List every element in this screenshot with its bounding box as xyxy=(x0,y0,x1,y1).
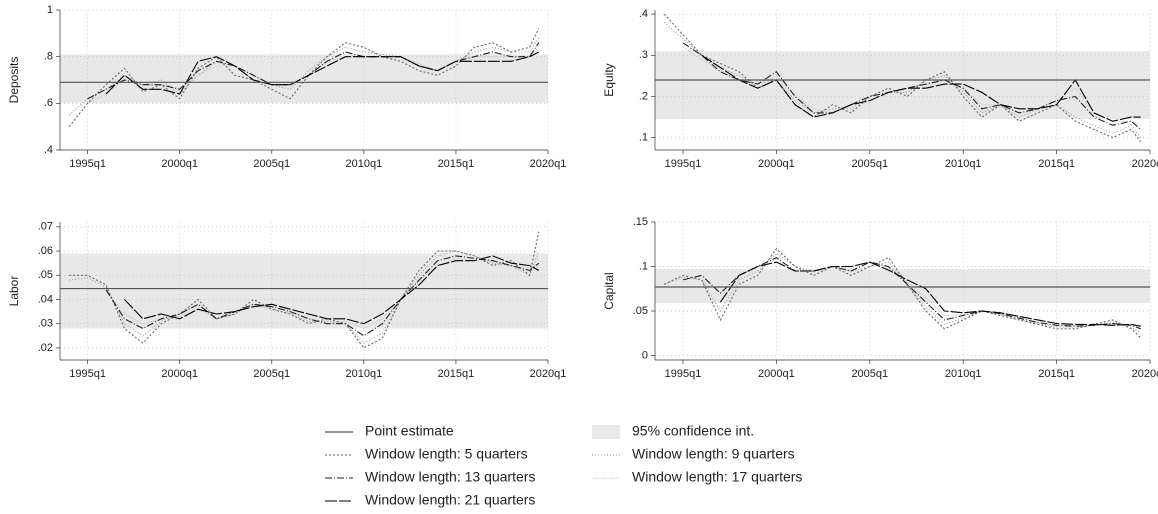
x-tick-label: 2005q1 xyxy=(253,158,290,170)
x-tick-label: 2000q1 xyxy=(161,368,198,380)
series-line xyxy=(105,255,540,337)
x-tick-label: 2005q1 xyxy=(253,368,290,380)
series-line xyxy=(105,51,540,95)
legend-swatch xyxy=(592,425,620,439)
y-tick-label: .07 xyxy=(38,221,53,233)
series-line xyxy=(664,247,1142,339)
y-tick-label: .3 xyxy=(639,49,648,61)
x-tick-label: 2000q1 xyxy=(758,368,795,380)
series-line xyxy=(682,256,1141,330)
y-axis-label: Labor xyxy=(7,276,21,307)
legend-label: Window length: 17 quarters xyxy=(632,469,802,485)
y-axis-label: Capital xyxy=(602,272,616,309)
legend-label: 95% confidence int. xyxy=(632,423,754,439)
x-tick-label: 2010q1 xyxy=(945,158,982,170)
y-tick-label: .04 xyxy=(38,293,53,305)
confidence-band xyxy=(60,253,548,329)
x-tick-label: 2015q1 xyxy=(438,368,475,380)
series-line xyxy=(68,28,540,128)
y-tick-label: 1 xyxy=(47,4,53,16)
confidence-band xyxy=(655,51,1150,120)
x-tick-label: 2020q1 xyxy=(1132,368,1158,380)
x-tick-label: 2015q1 xyxy=(1038,158,1075,170)
series-line xyxy=(124,255,540,325)
series-line xyxy=(663,13,1142,143)
y-tick-label: .1 xyxy=(639,132,648,144)
series-line xyxy=(719,261,1141,327)
x-tick-label: 2020q1 xyxy=(1132,158,1158,170)
x-tick-label: 1995q1 xyxy=(69,368,106,380)
x-tick-label: 2020q1 xyxy=(530,368,567,380)
y-tick-label: .05 xyxy=(38,269,53,281)
series-line xyxy=(663,21,1142,138)
y-tick-label: .06 xyxy=(38,245,53,257)
y-tick-label: .4 xyxy=(639,8,648,20)
x-tick-label: 1995q1 xyxy=(665,158,702,170)
x-tick-label: 2015q1 xyxy=(438,158,475,170)
y-tick-label: .05 xyxy=(633,305,648,317)
x-tick-label: 2005q1 xyxy=(851,158,888,170)
x-tick-label: 2010q1 xyxy=(345,158,382,170)
x-tick-label: 2000q1 xyxy=(758,158,795,170)
x-tick-label: 1995q1 xyxy=(69,158,106,170)
series-line xyxy=(664,252,1142,334)
y-tick-label: .15 xyxy=(633,216,648,228)
y-tick-label: .1 xyxy=(639,260,648,272)
x-tick-label: 2020q1 xyxy=(530,158,567,170)
legend-label: Point estimate xyxy=(365,423,454,439)
legend-label: Window length: 5 quarters xyxy=(365,446,528,462)
y-tick-label: .02 xyxy=(38,342,53,354)
x-tick-label: 2005q1 xyxy=(851,368,888,380)
legend-label: Window length: 9 quarters xyxy=(632,446,795,462)
y-axis-label: Equity xyxy=(602,63,616,96)
y-tick-label: 0 xyxy=(642,349,648,361)
series-line xyxy=(87,42,540,100)
x-tick-label: 2015q1 xyxy=(1038,368,1075,380)
legend-label: Window length: 13 quarters xyxy=(365,469,535,485)
x-tick-label: 2000q1 xyxy=(161,158,198,170)
y-tick-label: .03 xyxy=(38,318,53,330)
y-axis-label: Deposits xyxy=(7,57,21,104)
y-tick-label: .6 xyxy=(44,97,53,109)
series-line xyxy=(701,258,1141,328)
x-tick-label: 2010q1 xyxy=(945,368,982,380)
legend-label: Window length: 21 quarters xyxy=(365,492,535,508)
confidence-band xyxy=(655,269,1150,304)
y-tick-label: .4 xyxy=(44,144,53,156)
x-tick-label: 2010q1 xyxy=(345,368,382,380)
series-line xyxy=(682,42,1142,130)
y-tick-label: .2 xyxy=(639,90,648,102)
y-tick-label: .8 xyxy=(44,51,53,63)
confidence-band xyxy=(60,54,548,104)
x-tick-label: 1995q1 xyxy=(665,368,702,380)
